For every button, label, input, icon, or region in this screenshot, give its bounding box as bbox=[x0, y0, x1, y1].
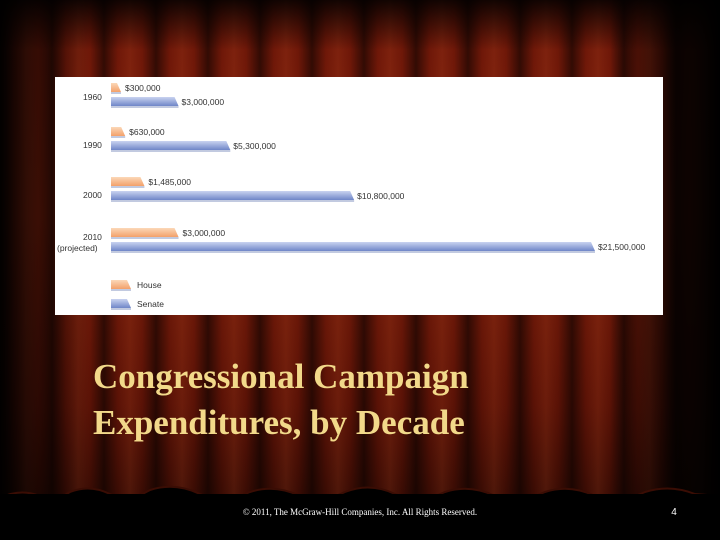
slide-title-line-1: Congressional Campaign bbox=[93, 357, 469, 396]
house-value-label-3: $3,000,000 bbox=[183, 228, 226, 238]
senate-value-label-2: $10,800,000 bbox=[357, 191, 405, 201]
expenditure-chart: 1960 $300,000 $3,000,000 1990 $630,000 $5,300… bbox=[55, 77, 663, 315]
house-bar-2 bbox=[111, 177, 145, 188]
slide-title-line-2: Expenditures, by Decade bbox=[93, 403, 465, 442]
senate-bar-3 bbox=[111, 242, 595, 253]
house-value-label-1: $630,000 bbox=[129, 127, 165, 137]
category-label-1: 1990 bbox=[83, 140, 102, 150]
house-bar-1 bbox=[111, 127, 126, 138]
slide-title: Congressional Campaign Expenditures, by … bbox=[93, 354, 653, 446]
legend-label-house: House bbox=[137, 280, 162, 290]
category-label-3: 2010 bbox=[83, 232, 102, 242]
copyright-notice: © 2011, The McGraw-Hill Companies, Inc. … bbox=[242, 507, 478, 517]
house-value-label-2: $1,485,000 bbox=[148, 177, 191, 187]
senate-value-label-0: $3,000,000 bbox=[182, 97, 225, 107]
category-label-0: 1960 bbox=[83, 92, 102, 102]
senate-bar-2 bbox=[111, 191, 355, 202]
legend-swatch-senate bbox=[111, 299, 131, 310]
footer-band bbox=[0, 494, 720, 540]
senate-bar-0 bbox=[111, 97, 179, 108]
legend-swatch-house bbox=[111, 280, 131, 291]
page-number: 4 bbox=[671, 507, 677, 518]
category-sublabel-3: (projected) bbox=[57, 243, 98, 253]
senate-bar-1 bbox=[111, 141, 231, 152]
senate-value-label-3: $21,500,000 bbox=[598, 242, 646, 252]
house-bar-3 bbox=[111, 228, 179, 239]
house-bar-0 bbox=[111, 83, 121, 94]
senate-value-label-1: $5,300,000 bbox=[233, 141, 276, 151]
category-label-2: 2000 bbox=[83, 190, 102, 200]
house-value-label-0: $300,000 bbox=[125, 83, 161, 93]
legend-label-senate: Senate bbox=[137, 299, 164, 309]
expenditure-chart-svg: 1960 $300,000 $3,000,000 1990 $630,000 $5,300… bbox=[57, 83, 646, 310]
